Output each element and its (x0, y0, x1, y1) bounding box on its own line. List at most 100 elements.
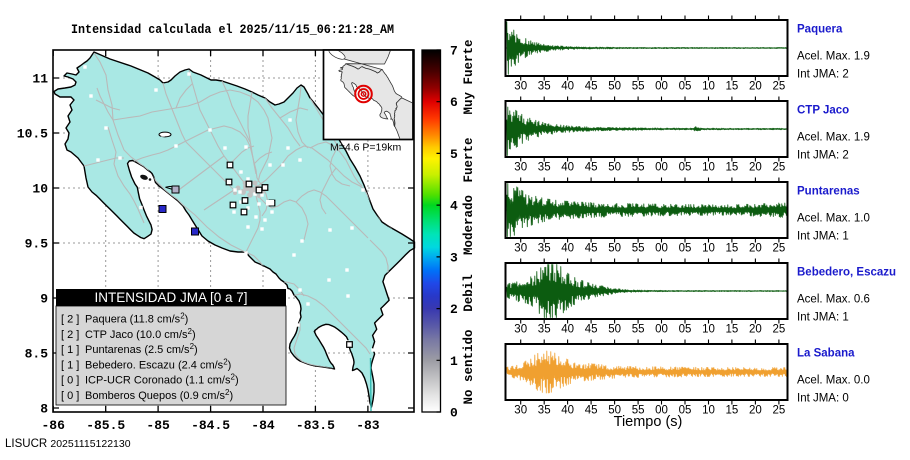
svg-text:Debil: Debil (462, 274, 476, 312)
svg-text:Fuerte: Fuerte (462, 137, 476, 182)
svg-text:20: 20 (749, 405, 762, 417)
svg-text:Bomberos Quepos (0.9 cm/s2): Bomberos Quepos (0.9 cm/s2) (85, 388, 233, 402)
svg-text:CTP Jaco: CTP Jaco (797, 105, 849, 117)
svg-text:-86: -86 (41, 418, 65, 433)
svg-text:25: 25 (773, 243, 786, 255)
svg-text:15: 15 (726, 243, 739, 255)
svg-text:Puntarenas (2.5 cm/s2): Puntarenas (2.5 cm/s2) (85, 342, 198, 356)
svg-text:Puntarenas: Puntarenas (797, 186, 860, 198)
svg-text:4: 4 (450, 199, 458, 214)
svg-text:40: 40 (561, 162, 574, 174)
svg-text:Acel. Max. 1.0: Acel. Max. 1.0 (797, 213, 870, 225)
svg-text:00: 00 (655, 162, 668, 174)
svg-text:45: 45 (585, 405, 598, 417)
svg-text:30: 30 (514, 243, 527, 255)
svg-text:00: 00 (655, 243, 668, 255)
svg-text:Acel. Max. 1.9: Acel. Max. 1.9 (797, 51, 870, 63)
svg-text:0: 0 (450, 406, 458, 421)
svg-text:-83.5: -83.5 (296, 418, 335, 433)
svg-text:00: 00 (655, 81, 668, 93)
svg-text:Int JMA: 2: Int JMA: 2 (797, 69, 849, 81)
svg-text:10.5: 10.5 (17, 127, 48, 142)
svg-text:-83: -83 (356, 418, 380, 433)
svg-text:9: 9 (40, 292, 48, 307)
svg-text:-84.5: -84.5 (191, 418, 230, 433)
svg-text:Acel. Max. 0.0: Acel. Max. 0.0 (797, 375, 870, 387)
svg-text:35: 35 (538, 162, 551, 174)
svg-text:30: 30 (514, 162, 527, 174)
svg-text:9.5: 9.5 (25, 237, 49, 252)
svg-text:55: 55 (632, 405, 645, 417)
svg-text:50: 50 (608, 405, 621, 417)
svg-text:20: 20 (749, 324, 762, 336)
svg-text:11: 11 (32, 72, 48, 87)
svg-text:05: 05 (679, 405, 692, 417)
svg-text:6: 6 (450, 95, 458, 110)
svg-text:45: 45 (585, 162, 598, 174)
svg-text:35: 35 (538, 405, 551, 417)
svg-text:[ 1 ]: [ 1 ] (61, 359, 79, 371)
svg-text:05: 05 (679, 243, 692, 255)
svg-text:15: 15 (726, 324, 739, 336)
svg-text:Int JMA: 2: Int JMA: 2 (797, 150, 849, 162)
svg-text:LISUCR 20251115122130: LISUCR 20251115122130 (5, 438, 131, 450)
svg-text:10: 10 (702, 324, 715, 336)
svg-text:[ 0 ]: [ 0 ] (61, 390, 79, 402)
svg-text:Moderado: Moderado (462, 195, 476, 255)
svg-text:40: 40 (561, 81, 574, 93)
svg-text:00: 00 (655, 405, 668, 417)
svg-text:50: 50 (608, 324, 621, 336)
svg-text:15: 15 (726, 162, 739, 174)
svg-text:05: 05 (679, 162, 692, 174)
svg-text:05: 05 (679, 81, 692, 93)
svg-text:[ 0 ]: [ 0 ] (61, 375, 79, 387)
svg-text:8.5: 8.5 (25, 347, 49, 362)
svg-text:15: 15 (726, 81, 739, 93)
svg-text:-85.5: -85.5 (86, 418, 125, 433)
svg-text:25: 25 (773, 81, 786, 93)
svg-text:Acel. Max. 1.9: Acel. Max. 1.9 (797, 132, 870, 144)
svg-text:30: 30 (514, 405, 527, 417)
svg-text:50: 50 (608, 162, 621, 174)
svg-text:[ 1 ]: [ 1 ] (61, 344, 79, 356)
svg-text:-84: -84 (251, 418, 275, 433)
svg-text:10: 10 (32, 182, 48, 197)
svg-text:Intensidad calculada el 2025/1: Intensidad calculada el 2025/11/15_06:21… (71, 22, 394, 37)
svg-text:20: 20 (749, 243, 762, 255)
svg-text:5: 5 (450, 147, 458, 162)
svg-text:[ 2 ]: [ 2 ] (61, 329, 79, 341)
svg-text:10: 10 (702, 162, 715, 174)
svg-text:20: 20 (749, 81, 762, 93)
svg-text:30: 30 (514, 324, 527, 336)
svg-text:40: 40 (561, 324, 574, 336)
svg-text:Acel. Max. 0.6: Acel. Max. 0.6 (797, 294, 870, 306)
svg-text:25: 25 (773, 162, 786, 174)
svg-text:Muy Fuerte: Muy Fuerte (462, 39, 476, 114)
svg-text:45: 45 (585, 243, 598, 255)
svg-text:40: 40 (561, 405, 574, 417)
svg-text:25: 25 (773, 405, 786, 417)
svg-text:10: 10 (702, 81, 715, 93)
svg-text:Int JMA: 1: Int JMA: 1 (797, 312, 849, 324)
svg-text:35: 35 (538, 81, 551, 93)
svg-text:INTENSIDAD JMA [0 a 7]: INTENSIDAD JMA [0 a 7] (94, 290, 247, 305)
svg-text:Int JMA: 0: Int JMA: 0 (797, 393, 849, 405)
svg-text:20: 20 (749, 162, 762, 174)
svg-text:45: 45 (585, 324, 598, 336)
svg-text:Paquera: Paquera (797, 24, 843, 36)
svg-text:25: 25 (773, 324, 786, 336)
svg-text:Tiempo (s): Tiempo (s) (614, 414, 683, 430)
svg-text:45: 45 (585, 81, 598, 93)
svg-text:Bebedero. Escazu (2.4 cm/s2): Bebedero. Escazu (2.4 cm/s2) (85, 357, 231, 371)
svg-text:La Sabana: La Sabana (797, 348, 855, 360)
svg-text:[ 2 ]: [ 2 ] (61, 314, 79, 326)
svg-text:15: 15 (726, 405, 739, 417)
svg-text:10: 10 (702, 405, 715, 417)
svg-text:55: 55 (632, 81, 645, 93)
svg-text:55: 55 (632, 324, 645, 336)
svg-text:50: 50 (608, 243, 621, 255)
svg-text:10: 10 (702, 243, 715, 255)
svg-text:CTP Jaco (10.0 cm/s2): CTP Jaco (10.0 cm/s2) (85, 327, 196, 341)
svg-text:3: 3 (450, 250, 458, 265)
svg-text:1: 1 (450, 354, 458, 369)
